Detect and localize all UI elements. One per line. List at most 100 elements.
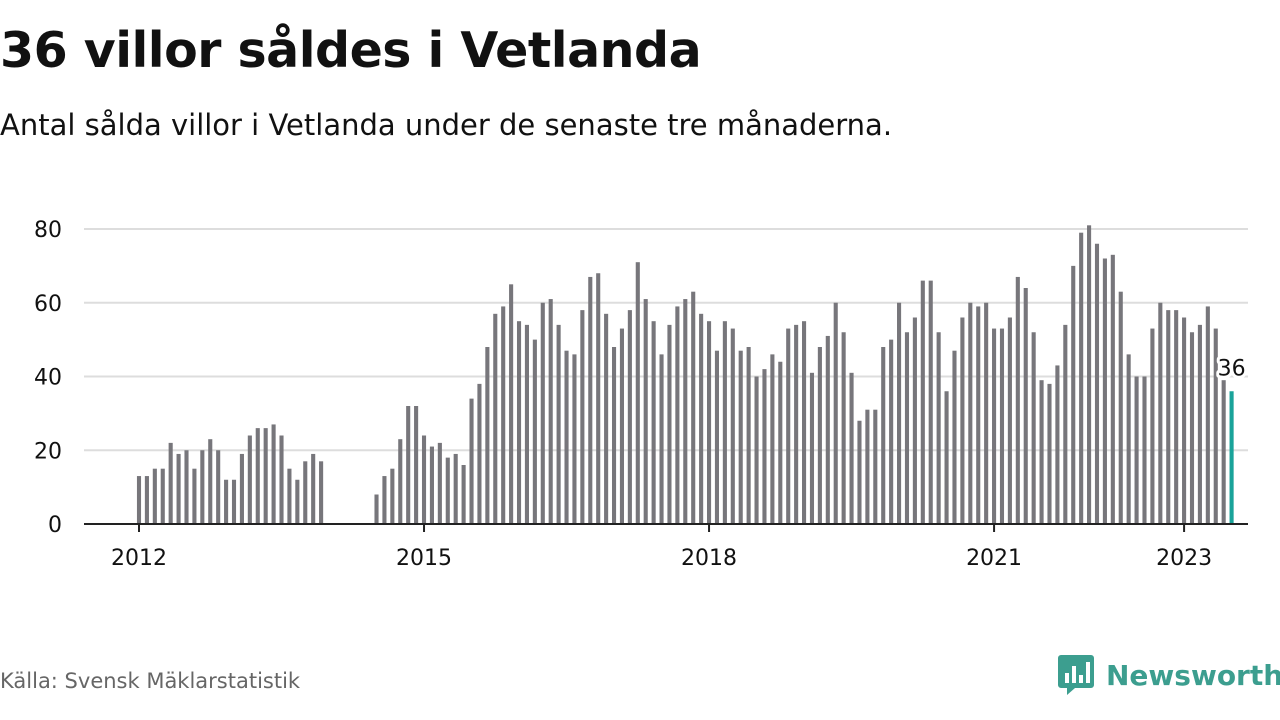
x-tick-label: 2021 xyxy=(966,546,1022,571)
bar xyxy=(1189,332,1195,524)
y-tick-label: 60 xyxy=(34,292,62,317)
bar xyxy=(825,335,830,524)
bar xyxy=(168,442,173,524)
bar xyxy=(1039,380,1044,524)
bar xyxy=(944,391,949,524)
bar xyxy=(540,302,545,524)
bar xyxy=(1134,376,1139,524)
bar xyxy=(1126,354,1131,524)
chart-title: 36 villor såldes i Vetlanda xyxy=(0,22,702,79)
bar xyxy=(984,302,989,524)
bar xyxy=(564,350,569,524)
bar xyxy=(952,350,957,524)
bar xyxy=(255,428,260,524)
bar xyxy=(754,376,759,524)
bar xyxy=(485,347,490,524)
bar xyxy=(596,273,601,524)
x-tick-label: 2018 xyxy=(681,546,737,571)
bar xyxy=(778,361,783,524)
bar xyxy=(239,453,244,524)
bar xyxy=(659,354,664,524)
bar xyxy=(992,328,997,524)
bar xyxy=(319,461,324,524)
bar xyxy=(786,328,791,524)
bar xyxy=(295,479,300,524)
bar xyxy=(976,306,981,524)
bar xyxy=(303,461,308,524)
bar xyxy=(904,332,910,524)
bar xyxy=(1110,254,1115,524)
bar xyxy=(1213,328,1218,524)
bar xyxy=(999,328,1005,524)
bar xyxy=(445,457,450,524)
bar xyxy=(1118,291,1123,524)
bar xyxy=(184,450,189,524)
bar xyxy=(414,406,419,524)
bar xyxy=(271,424,276,524)
bar xyxy=(263,428,268,524)
bar xyxy=(1205,306,1210,524)
bar xyxy=(1094,243,1100,524)
bar xyxy=(477,383,482,524)
y-tick-label: 20 xyxy=(34,439,62,464)
source-note: Källa: Svensk Mäklarstatistik xyxy=(0,669,301,693)
bar xyxy=(406,406,411,524)
bar xyxy=(611,347,617,524)
bar xyxy=(730,328,735,524)
bar xyxy=(936,332,941,524)
bar xyxy=(667,324,672,524)
bar xyxy=(1158,302,1163,524)
y-tick-label: 40 xyxy=(34,366,62,391)
bar xyxy=(461,465,466,524)
bar xyxy=(865,409,870,524)
bar xyxy=(960,317,965,524)
bar xyxy=(1007,317,1012,524)
bar xyxy=(691,291,696,524)
bar xyxy=(429,446,434,524)
bar xyxy=(200,450,205,524)
bar xyxy=(1023,288,1028,524)
bar xyxy=(1174,310,1179,524)
bar xyxy=(1071,265,1076,524)
bar xyxy=(516,321,522,524)
bar xyxy=(968,302,973,524)
bar xyxy=(532,339,537,524)
bar xyxy=(493,313,498,524)
latest-value-halo: 36 xyxy=(1218,356,1246,381)
bar xyxy=(1015,276,1020,524)
bar xyxy=(152,468,157,524)
bar xyxy=(881,347,886,524)
bar xyxy=(1197,324,1202,524)
bar xyxy=(920,280,925,524)
bar xyxy=(635,262,640,524)
bar xyxy=(762,369,767,524)
bar xyxy=(453,453,458,524)
bar xyxy=(675,306,680,524)
bar xyxy=(794,324,799,524)
bar xyxy=(627,310,632,524)
bar xyxy=(841,332,846,524)
bar xyxy=(231,479,237,524)
bar xyxy=(809,372,815,524)
bar xyxy=(802,321,807,524)
bar xyxy=(770,354,775,524)
bar xyxy=(382,476,387,524)
bar xyxy=(1142,376,1147,524)
bar xyxy=(501,306,506,524)
bar xyxy=(1079,232,1084,524)
brand-name: Newsworthy xyxy=(1106,658,1280,692)
x-tick-label: 2023 xyxy=(1156,546,1212,571)
bar xyxy=(580,310,585,524)
bar xyxy=(1087,225,1092,524)
bar xyxy=(849,372,854,524)
bar xyxy=(833,302,838,524)
bar xyxy=(421,435,427,524)
bar xyxy=(746,347,751,524)
bar xyxy=(1182,317,1187,524)
bar xyxy=(469,398,474,524)
bar xyxy=(216,450,221,524)
bar xyxy=(1221,380,1226,524)
bar xyxy=(699,313,704,524)
bar xyxy=(548,299,553,524)
